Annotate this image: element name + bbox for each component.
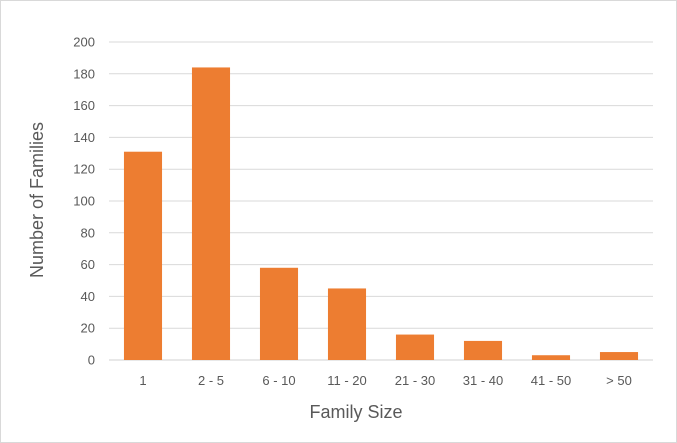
x-tick-label: 2 - 5: [198, 373, 224, 388]
bar-1: [191, 67, 231, 360]
bars: [123, 67, 639, 360]
bar-3: [327, 288, 367, 360]
y-tick-label: 200: [73, 35, 95, 50]
y-tick-label: 40: [81, 289, 95, 304]
y-axis-ticks: 0 20 40 60 80 100 120 140 160 180 200: [73, 35, 95, 368]
x-tick-label: 11 - 20: [327, 373, 367, 388]
x-axis-title: Family Size: [309, 402, 402, 422]
bar-5: [463, 340, 503, 360]
y-tick-label: 180: [73, 66, 95, 81]
y-tick-label: 0: [88, 353, 95, 368]
y-tick-label: 100: [73, 194, 95, 209]
gridlines: [109, 41, 653, 361]
y-tick-label: 80: [81, 225, 95, 240]
x-tick-label: 1: [139, 373, 146, 388]
y-axis-title: Number of Families: [27, 122, 47, 278]
bar-4: [395, 334, 435, 360]
bar-7: [599, 352, 639, 360]
bar-2: [259, 267, 299, 360]
x-tick-label: 21 - 30: [395, 373, 435, 388]
x-tick-label: 41 - 50: [531, 373, 571, 388]
y-tick-label: 60: [81, 257, 95, 272]
x-tick-label: 6 - 10: [262, 373, 295, 388]
y-tick-label: 160: [73, 98, 95, 113]
x-axis-ticks: 1 2 - 5 6 - 10 11 - 20 21 - 30 31 - 40 41 - 50…: [139, 373, 631, 388]
x-tick-label: > 50: [606, 373, 632, 388]
x-tick-label: 31 - 40: [463, 373, 503, 388]
y-tick-label: 140: [73, 130, 95, 145]
bar-6: [531, 355, 571, 360]
y-tick-label: 120: [73, 162, 95, 177]
bar-0: [123, 151, 163, 360]
y-tick-label: 20: [81, 321, 95, 336]
